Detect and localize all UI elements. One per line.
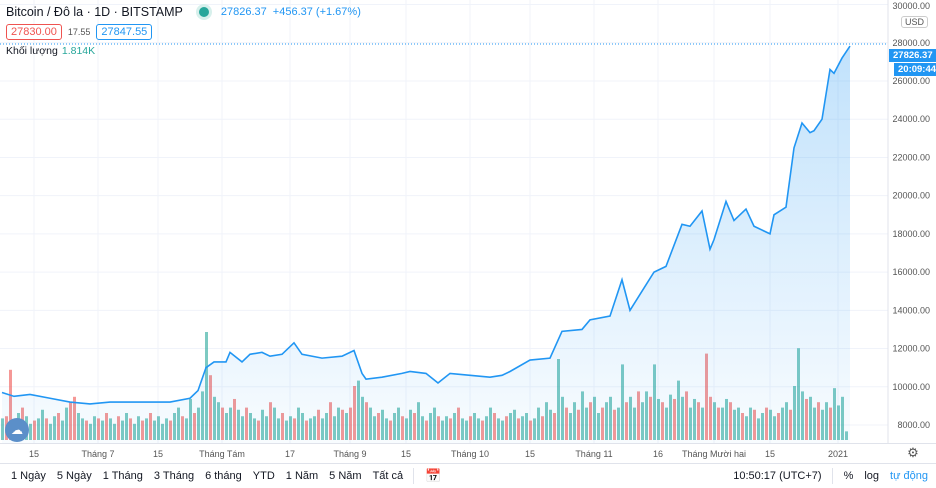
log-toggle[interactable]: log [864,470,880,482]
range-1y[interactable]: 1 Năm [285,470,319,482]
volume-label: Khối lượng [6,45,58,57]
price-tick-label: 28000.00 [892,38,930,48]
bottom-toolbar: 1 Ngày 5 Ngày 1 Tháng 3 Tháng 6 tháng YT… [0,463,936,488]
sell-button[interactable]: 27830.00 [6,24,62,40]
market-status-icon [198,7,209,17]
countdown-tag: 20:09:44 [894,63,936,76]
calendar-goto-icon[interactable]: 📅 [425,468,442,483]
price-tick-label: 26000.00 [892,76,930,86]
price-tick-label: 14000.00 [892,305,930,315]
price-tick-label: 16000.00 [892,267,930,277]
time-tick-label: 2021 [827,449,849,459]
time-tick-label: 17 [284,449,296,459]
time-tick-label: Tháng 9 [333,449,367,459]
range-3m[interactable]: 3 Tháng [153,470,195,482]
bid-ask: 27830.00 17.55 27847.55 [6,24,153,40]
range-all[interactable]: Tất cả [372,470,404,482]
volume-legend: Khối lượng 1.814K [6,45,95,57]
auto-scale-toggle[interactable]: tự động [890,470,928,482]
range-1m[interactable]: 1 Tháng [102,470,143,482]
price-tick-label: 20000.00 [892,191,930,201]
price-change: +456.37 (+1.67%) [272,6,361,18]
time-tick-label: 15 [28,449,40,459]
volume-value: 1.814K [61,45,96,57]
price-chart[interactable]: 8000.00 10000.00 12000.00 14000.00 16000.00 1… [0,0,936,443]
price-line [1,45,851,405]
price-tick-label: 10000.00 [892,382,930,392]
price-tick-label: 24000.00 [892,114,930,124]
currency-button[interactable]: USD [901,16,929,28]
price-area [2,46,850,443]
symbol-legend: Bitcoin / Đô la · 1D · BITSTAMP 27826.37… [6,5,361,19]
time-tick-label: 15 [400,449,412,459]
clock[interactable]: 10:50:17 (UTC+7) [733,470,822,482]
percent-toggle[interactable]: % [843,470,854,482]
time-tick-label: 15 [524,449,536,459]
divider [413,468,415,484]
price-tick-label: 8000.00 [897,420,930,430]
last-price: 27826.37 [220,6,267,18]
price-tick-label: 30000.00 [892,1,930,11]
symbol-title[interactable]: Bitcoin / Đô la · 1D · BITSTAMP [6,5,183,19]
price-tick-label: 22000.00 [892,152,930,162]
tradingview-logo-icon[interactable]: ☁ [5,418,29,442]
price-tick-label: 12000.00 [892,344,930,354]
spread: 17.55 [67,27,91,37]
range-ytd[interactable]: YTD [252,470,275,482]
time-tick-label: Tháng Tám [199,449,245,459]
time-tick-label: Tháng Mười hai [682,449,746,459]
range-5d[interactable]: 5 Ngày [56,470,92,482]
price-tick-label: 18000.00 [892,229,930,239]
time-axis[interactable]: ⚙ 15 Tháng 7 15 Tháng Tám 17 Tháng 9 15 Tháng 1… [0,443,936,463]
last-price-tag: 27826.37 [889,49,936,62]
divider [831,468,833,484]
time-tick-label: 15 [152,449,164,459]
time-tick-label: 15 [764,449,776,459]
range-6m[interactable]: 6 tháng [205,470,242,482]
time-tick-label: Tháng 11 [575,449,613,459]
price-axis: 8000.00 10000.00 12000.00 14000.00 16000.00 1… [892,1,930,430]
settings-gear-icon[interactable]: ⚙ [907,445,919,460]
buy-button[interactable]: 27847.55 [96,24,153,40]
time-tick-label: 16 [652,449,664,459]
time-tick-label: Tháng 10 [450,449,490,459]
range-1d[interactable]: 1 Ngày [11,470,46,482]
time-tick-label: Tháng 7 [81,449,115,459]
range-5y[interactable]: 5 Năm [329,470,362,482]
